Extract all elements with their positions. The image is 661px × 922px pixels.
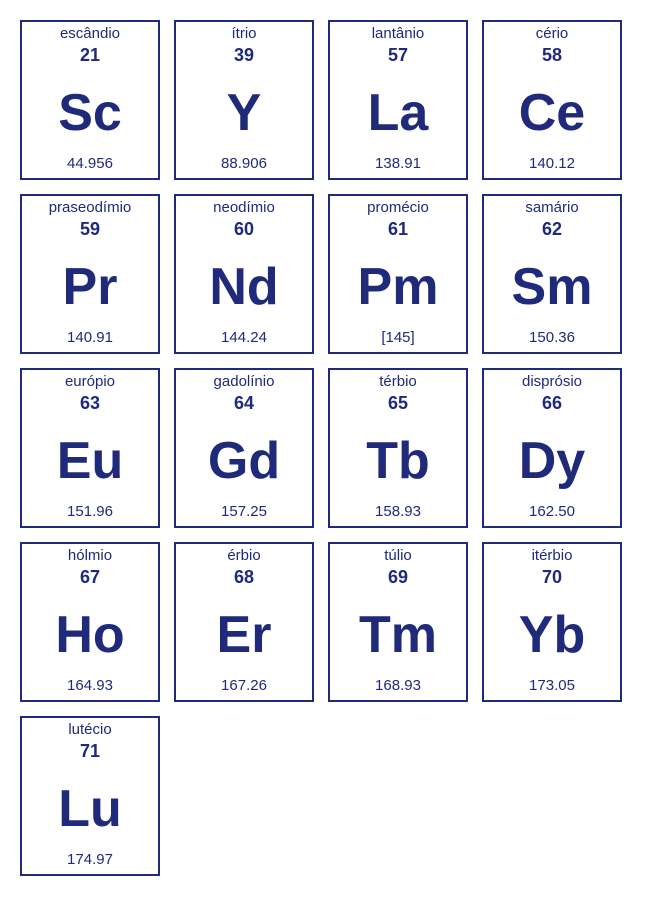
element-tile-lu: lutécio 71 Lu174.97: [20, 716, 160, 876]
element-name: disprósio: [522, 374, 582, 391]
element-mass: 150.36: [529, 329, 575, 346]
element-tile-tm: túlio 69 Tm168.93: [328, 542, 468, 702]
element-symbol: Lu: [58, 768, 122, 852]
element-mass: 162.50: [529, 503, 575, 520]
element-number: 59: [80, 219, 100, 240]
element-mass: 174.97: [67, 851, 113, 868]
element-symbol: Nd: [209, 246, 278, 330]
element-number: 60: [234, 219, 254, 240]
element-number: 66: [542, 393, 562, 414]
element-name: neodímio: [213, 200, 275, 217]
element-symbol: La: [368, 72, 429, 156]
element-tile-pr: praseodímio 59 Pr140.91: [20, 194, 160, 354]
element-symbol: Dy: [519, 420, 585, 504]
element-mass: 173.05: [529, 677, 575, 694]
element-number: 68: [234, 567, 254, 588]
element-symbol: Tb: [366, 420, 430, 504]
element-number: 70: [542, 567, 562, 588]
element-mass: 164.93: [67, 677, 113, 694]
element-name: érbio: [227, 548, 260, 565]
element-name: praseodímio: [49, 200, 132, 217]
element-name: cério: [536, 26, 569, 43]
element-symbol: Gd: [208, 420, 280, 504]
element-number: 71: [80, 741, 100, 762]
element-number: 62: [542, 219, 562, 240]
element-symbol: Er: [217, 594, 272, 678]
periodic-grid: escândio 21 Sc44.956 ítrio 39 Y88.906 lantânio…: [20, 20, 641, 876]
element-symbol: Y: [227, 72, 262, 156]
element-name: gadolínio: [214, 374, 275, 391]
element-tile-gd: gadolínio 64 Gd157.25: [174, 368, 314, 528]
element-name: itérbio: [532, 548, 573, 565]
element-number: 57: [388, 45, 408, 66]
element-mass: 140.12: [529, 155, 575, 172]
element-symbol: Ho: [55, 594, 124, 678]
element-mass: 88.906: [221, 155, 267, 172]
element-number: 65: [388, 393, 408, 414]
element-number: 67: [80, 567, 100, 588]
element-name: európio: [65, 374, 115, 391]
element-name: hólmio: [68, 548, 112, 565]
element-tile-eu: európio 63 Eu151.96: [20, 368, 160, 528]
element-name: lutécio: [68, 722, 111, 739]
element-mass: 138.91: [375, 155, 421, 172]
element-number: 58: [542, 45, 562, 66]
element-mass: 151.96: [67, 503, 113, 520]
element-number: 61: [388, 219, 408, 240]
element-symbol: Pm: [358, 246, 439, 330]
element-number: 21: [80, 45, 100, 66]
element-number: 39: [234, 45, 254, 66]
element-name: túlio: [384, 548, 412, 565]
element-number: 63: [80, 393, 100, 414]
element-symbol: Sc: [58, 72, 122, 156]
element-mass: [145]: [381, 329, 414, 346]
element-tile-pm: promécio 61 Pm[145]: [328, 194, 468, 354]
element-tile-er: érbio 68 Er167.26: [174, 542, 314, 702]
element-mass: 44.956: [67, 155, 113, 172]
element-mass: 140.91: [67, 329, 113, 346]
element-symbol: Tm: [359, 594, 437, 678]
element-mass: 157.25: [221, 503, 267, 520]
element-mass: 158.93: [375, 503, 421, 520]
element-tile-ce: cério 58 Ce140.12: [482, 20, 622, 180]
element-mass: 168.93: [375, 677, 421, 694]
element-mass: 144.24: [221, 329, 267, 346]
element-tile-sc: escândio 21 Sc44.956: [20, 20, 160, 180]
element-tile-yb: itérbio 70 Yb173.05: [482, 542, 622, 702]
element-name: promécio: [367, 200, 429, 217]
element-name: samário: [525, 200, 578, 217]
element-tile-sm: samário 62 Sm150.36: [482, 194, 622, 354]
element-name: escândio: [60, 26, 120, 43]
element-symbol: Pr: [63, 246, 118, 330]
element-tile-ho: hólmio 67 Ho164.93: [20, 542, 160, 702]
element-mass: 167.26: [221, 677, 267, 694]
element-tile-nd: neodímio 60 Nd144.24: [174, 194, 314, 354]
element-number: 64: [234, 393, 254, 414]
element-name: térbio: [379, 374, 417, 391]
element-symbol: Yb: [519, 594, 585, 678]
element-tile-dy: disprósio 66 Dy162.50: [482, 368, 622, 528]
element-symbol: Ce: [519, 72, 585, 156]
element-tile-y: ítrio 39 Y88.906: [174, 20, 314, 180]
element-number: 69: [388, 567, 408, 588]
element-tile-tb: térbio 65 Tb158.93: [328, 368, 468, 528]
element-symbol: Eu: [57, 420, 123, 504]
element-name: ítrio: [231, 26, 256, 43]
element-symbol: Sm: [512, 246, 593, 330]
element-tile-la: lantânio 57 La138.91: [328, 20, 468, 180]
element-name: lantânio: [372, 26, 425, 43]
